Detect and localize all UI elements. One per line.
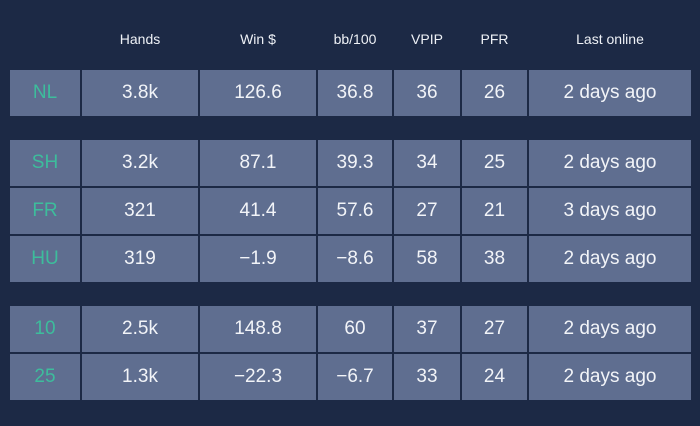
row-label: HU bbox=[10, 236, 80, 282]
cell-last-online: 2 days ago bbox=[529, 306, 691, 352]
cell-hands: 3.8k bbox=[82, 70, 198, 116]
cell-bb100: 60 bbox=[318, 306, 392, 352]
cell-hands: 3.2k bbox=[82, 140, 198, 186]
cell-pfr: 38 bbox=[462, 236, 527, 282]
cell-last-online: 2 days ago bbox=[529, 354, 691, 400]
stats-table: Hands Win $ bb/100 VPIP PFR Last online … bbox=[10, 8, 691, 400]
cell-vpip: 27 bbox=[394, 188, 460, 234]
cell-last-online: 3 days ago bbox=[529, 188, 691, 234]
header-cell-vpip: VPIP bbox=[411, 31, 443, 47]
cell-hands: 319 bbox=[82, 236, 198, 282]
header-cell-win: Win $ bbox=[240, 31, 276, 47]
cell-vpip: 37 bbox=[394, 306, 460, 352]
cell-win: −22.3 bbox=[200, 354, 316, 400]
cell-bb100: −6.7 bbox=[318, 354, 392, 400]
table-row-10[interactable]: 10 2.5k 148.8 60 37 27 2 days ago bbox=[10, 306, 691, 352]
cell-win: 87.1 bbox=[200, 140, 316, 186]
row-label: SH bbox=[10, 140, 80, 186]
cell-hands: 2.5k bbox=[82, 306, 198, 352]
cell-bb100: 39.3 bbox=[318, 140, 392, 186]
cell-win: 41.4 bbox=[200, 188, 316, 234]
cell-vpip: 58 bbox=[394, 236, 460, 282]
header-cell-hands: Hands bbox=[119, 31, 161, 47]
cell-last-online: 2 days ago bbox=[529, 70, 691, 116]
row-group-stakes: 10 2.5k 148.8 60 37 27 2 days ago 25 1.3… bbox=[10, 306, 691, 400]
row-label: 10 bbox=[10, 306, 80, 352]
table-row-sh[interactable]: SH 3.2k 87.1 39.3 34 25 2 days ago bbox=[10, 140, 691, 186]
cell-vpip: 36 bbox=[394, 70, 460, 116]
cell-hands: 1.3k bbox=[82, 354, 198, 400]
cell-pfr: 24 bbox=[462, 354, 527, 400]
row-group-nl: NL 3.8k 126.6 36.8 36 26 2 days ago bbox=[10, 70, 691, 116]
cell-win: −1.9 bbox=[200, 236, 316, 282]
row-group-table-types: SH 3.2k 87.1 39.3 34 25 2 days ago FR 32… bbox=[10, 140, 691, 282]
header-cell-bb100: bb/100 bbox=[333, 31, 377, 47]
row-label: NL bbox=[10, 70, 80, 116]
cell-pfr: 27 bbox=[462, 306, 527, 352]
table-row-fr[interactable]: FR 321 41.4 57.6 27 21 3 days ago bbox=[10, 188, 691, 234]
table-row-25[interactable]: 25 1.3k −22.3 −6.7 33 24 2 days ago bbox=[10, 354, 691, 400]
cell-hands: 321 bbox=[82, 188, 198, 234]
cell-last-online: 2 days ago bbox=[529, 140, 691, 186]
header-cell-last-online: Last online bbox=[576, 31, 644, 47]
cell-vpip: 34 bbox=[394, 140, 460, 186]
cell-pfr: 21 bbox=[462, 188, 527, 234]
table-row-nl[interactable]: NL 3.8k 126.6 36.8 36 26 2 days ago bbox=[10, 70, 691, 116]
row-label: 25 bbox=[10, 354, 80, 400]
cell-pfr: 26 bbox=[462, 70, 527, 116]
row-label: FR bbox=[10, 188, 80, 234]
cell-last-online: 2 days ago bbox=[529, 236, 691, 282]
header-cell-empty bbox=[10, 8, 80, 70]
cell-bb100: 57.6 bbox=[318, 188, 392, 234]
cell-pfr: 25 bbox=[462, 140, 527, 186]
cell-bb100: −8.6 bbox=[318, 236, 392, 282]
cell-bb100: 36.8 bbox=[318, 70, 392, 116]
table-row-hu[interactable]: HU 319 −1.9 −8.6 58 38 2 days ago bbox=[10, 236, 691, 282]
cell-vpip: 33 bbox=[394, 354, 460, 400]
table-header-row: Hands Win $ bb/100 VPIP PFR Last online bbox=[10, 8, 691, 70]
header-cell-pfr: PFR bbox=[480, 31, 509, 47]
cell-win: 126.6 bbox=[200, 70, 316, 116]
cell-win: 148.8 bbox=[200, 306, 316, 352]
